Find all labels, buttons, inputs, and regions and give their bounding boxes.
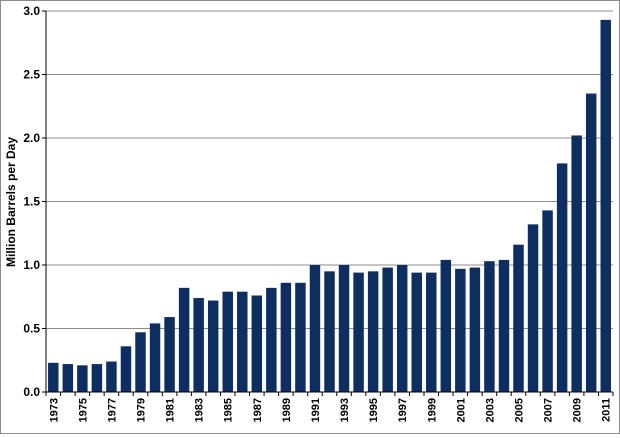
- bar-1997: [396, 265, 408, 392]
- bar-2004: [498, 259, 510, 392]
- y-tick-label: 2.5: [23, 68, 40, 82]
- x-tick-label: 2005: [514, 398, 526, 422]
- bar-1979: [135, 332, 146, 392]
- bar-1993: [338, 265, 350, 392]
- bar-1998: [411, 272, 422, 392]
- y-tick-label: 0.5: [23, 322, 40, 336]
- x-tick-label: 2007: [543, 398, 555, 422]
- y-tick-label: 2.0: [23, 131, 40, 145]
- bar-1996: [382, 267, 393, 392]
- x-tick-label: 1989: [281, 398, 293, 422]
- bar-1994: [353, 272, 364, 392]
- bar-1992: [324, 271, 335, 392]
- x-tick-label: 1995: [368, 398, 380, 422]
- bar-1983: [193, 298, 204, 392]
- x-tick-labels: 1973 1975 1977 1979 1981 1983 1985 1987 1989 1991…: [48, 398, 612, 422]
- bar-1980: [149, 323, 161, 392]
- x-tick-label: 2009: [572, 398, 584, 422]
- x-tick-label: 2001: [455, 398, 467, 422]
- bar-1973: [48, 362, 59, 392]
- bar-1974: [62, 364, 74, 392]
- bar-2002: [469, 267, 481, 392]
- axes: [42, 10, 614, 396]
- x-tick-label: 2011: [601, 398, 613, 422]
- x-tick-label: 1993: [339, 398, 351, 422]
- bar-2011: [600, 19, 611, 392]
- bars: [48, 19, 611, 393]
- bar-2005: [513, 244, 524, 392]
- bar-2006: [527, 224, 539, 392]
- bar-2000: [440, 259, 452, 392]
- bar-2009: [571, 135, 582, 392]
- bar-2010: [585, 93, 597, 393]
- x-tick-label: 1991: [310, 398, 322, 422]
- bar-2007: [542, 210, 553, 392]
- bar-2001: [455, 268, 466, 392]
- x-tick-label: 1987: [252, 398, 264, 422]
- bar-1988: [266, 287, 277, 392]
- y-axis-label: Million Barrels per Day: [4, 137, 18, 267]
- bar-1999: [426, 272, 437, 392]
- y-tick-labels: 0.0 0.5 1.0 1.5 2.0 2.5 3.0: [23, 4, 40, 399]
- y-tick-label: 1.5: [23, 195, 40, 209]
- bar-1978: [120, 346, 132, 392]
- bar-1985: [222, 291, 233, 392]
- x-tick-label: 1999: [426, 398, 438, 422]
- x-tick-label: 1985: [223, 398, 235, 422]
- bar-1975: [77, 365, 88, 392]
- x-tick-label: 1975: [77, 398, 89, 422]
- x-tick-label: 1973: [48, 398, 60, 422]
- y-tick-label: 1.0: [23, 258, 40, 272]
- x-tick-label: 2003: [484, 398, 496, 422]
- bar-2003: [484, 261, 495, 392]
- bar-2008: [556, 163, 568, 392]
- bar-1991: [309, 265, 321, 392]
- y-tick-label: 3.0: [23, 4, 40, 18]
- bar-1977: [106, 361, 117, 392]
- bar-1981: [164, 317, 175, 392]
- bar-1989: [280, 282, 292, 392]
- bar-1995: [367, 271, 379, 392]
- x-tick-label: 1981: [165, 398, 177, 422]
- bar-1987: [251, 295, 263, 392]
- bar-1984: [207, 300, 219, 392]
- y-tick-label: 0.0: [23, 385, 40, 399]
- x-tick-label: 1997: [397, 398, 409, 422]
- bar-1986: [237, 291, 248, 392]
- bar-1990: [295, 282, 306, 392]
- x-tick-label: 1979: [136, 398, 148, 422]
- x-tick-label: 1983: [194, 398, 206, 422]
- bar-1976: [91, 364, 103, 392]
- bar-1982: [178, 287, 190, 392]
- x-tick-label: 1977: [106, 398, 118, 422]
